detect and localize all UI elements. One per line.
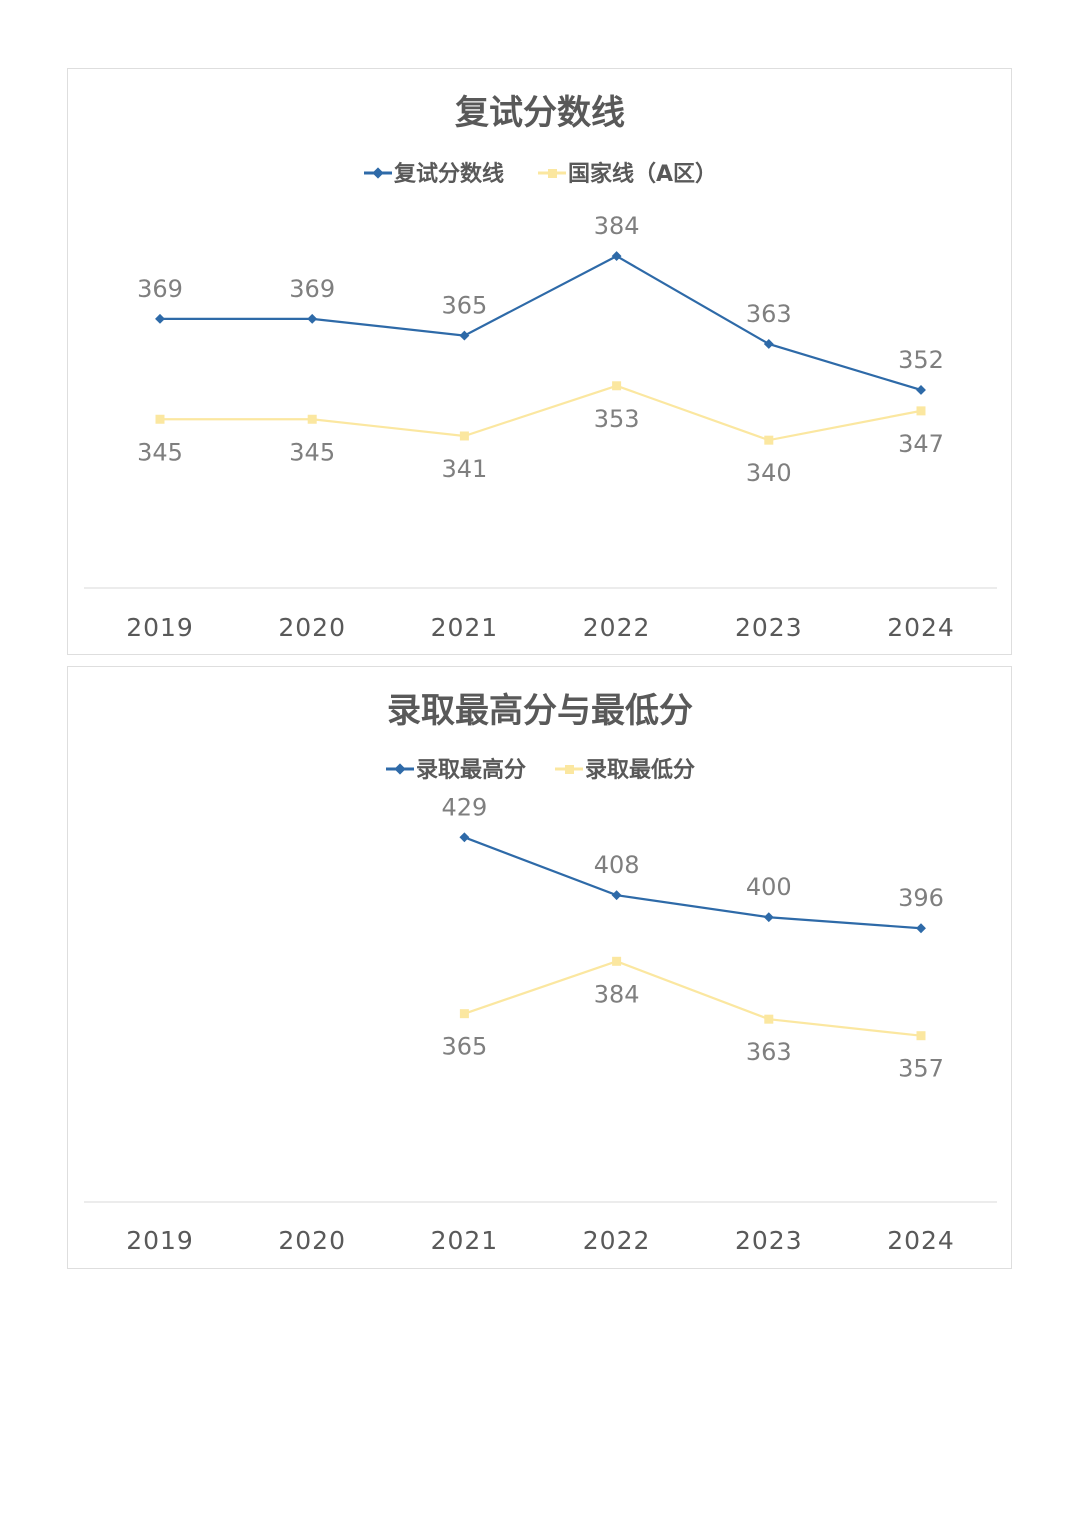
data-label: 384	[594, 980, 640, 1008]
x-tick-label: 2024	[887, 1226, 955, 1255]
data-point-marker	[763, 912, 774, 923]
data-point-marker	[611, 251, 622, 262]
data-label: 345	[289, 438, 335, 466]
data-label: 365	[441, 292, 487, 320]
x-tick-label: 2021	[431, 613, 499, 642]
data-label: 353	[594, 405, 640, 433]
data-label: 357	[898, 1055, 944, 1083]
data-label: 363	[746, 1038, 792, 1066]
legend: 录取最高分 录取最低分	[386, 757, 695, 783]
x-tick-label: 2019	[126, 613, 194, 642]
x-tick-label: 2023	[735, 1226, 803, 1255]
x-tick-label: 2020	[278, 1226, 346, 1255]
data-label: 345	[137, 438, 183, 466]
data-point-marker	[764, 435, 774, 445]
data-point-marker	[459, 330, 470, 341]
x-tick-label: 2023	[735, 613, 803, 642]
chart-title: 复试分数线	[455, 93, 625, 133]
legend-label-series-2: 录取最低分	[585, 758, 695, 783]
legend: 复试分数线 国家线（A区）	[364, 161, 717, 187]
data-point-marker	[459, 431, 469, 441]
x-tick-label: 2021	[431, 1226, 499, 1255]
data-label: 408	[594, 851, 640, 879]
data-point-marker	[155, 313, 165, 324]
data-label: 363	[746, 300, 792, 328]
admission-scores-chart: 录取最高分与最低分 录取最高分 录取最低分 2019 2020 2021 2022 20…	[84, 691, 997, 1255]
x-tick-label: 2022	[583, 1226, 651, 1255]
x-tick-label: 2022	[583, 613, 651, 642]
data-label: 347	[898, 430, 944, 458]
data-label: 396	[898, 884, 944, 912]
data-point-marker	[916, 1031, 926, 1041]
legend-marker-series-1	[394, 763, 406, 775]
data-point-marker	[916, 923, 926, 934]
data-label: 400	[746, 873, 792, 901]
data-label: 352	[898, 346, 944, 374]
x-tick-label: 2020	[278, 613, 346, 642]
legend-label-series-1: 录取最高分	[416, 757, 526, 783]
chart-panel-admission-scores: 录取最高分与最低分 录取最高分 录取最低分 2019 2020 2021 2022 20…	[67, 666, 1012, 1269]
retest-line-chart: 复试分数线 复试分数线 国家线（A区） 2019 2020 2021 2022 2023…	[84, 93, 997, 642]
data-point-marker	[612, 956, 622, 966]
data-label: 341	[441, 455, 487, 483]
data-label: 365	[441, 1033, 487, 1061]
x-tick-label: 2019	[126, 1226, 194, 1255]
data-label: 369	[289, 275, 335, 303]
data-point-marker	[459, 1009, 469, 1019]
legend-label-series-1: 复试分数线	[393, 161, 504, 187]
data-point-marker	[307, 313, 318, 324]
chart-title: 录取最高分与最低分	[387, 691, 693, 731]
series-line-1	[464, 836, 922, 930]
legend-marker-series-1	[372, 167, 384, 179]
series-line-2	[160, 384, 922, 442]
x-tick-label: 2024	[887, 613, 955, 642]
data-label: 384	[594, 212, 640, 240]
data-label: 369	[137, 275, 183, 303]
series-line-2	[464, 960, 922, 1037]
data-point-marker	[916, 406, 926, 416]
plot-area: 2019 2020 2021 2022 2023 2024 429 408 400 396 365 3…	[126, 793, 955, 1255]
series-line-1	[160, 254, 922, 392]
data-label: 429	[441, 793, 487, 821]
legend-marker-series-2	[565, 765, 574, 774]
legend-label-series-2: 国家线（A区）	[568, 161, 717, 187]
data-point-marker	[459, 832, 470, 843]
data-point-marker	[763, 339, 774, 349]
chart-panel-retest-line: 复试分数线 复试分数线 国家线（A区） 2019 2020 2021 2022 2023…	[67, 68, 1012, 655]
legend-marker-series-2	[548, 169, 557, 178]
data-point-marker	[612, 381, 622, 391]
data-point-marker	[155, 414, 165, 424]
data-point-marker	[611, 890, 622, 901]
data-point-marker	[307, 414, 317, 424]
data-label: 340	[746, 459, 792, 487]
data-point-marker	[764, 1014, 774, 1024]
plot-area: 2019 2020 2021 2022 2023 2024 369 369 365 384 363 3…	[126, 212, 955, 642]
data-point-marker	[916, 385, 926, 395]
